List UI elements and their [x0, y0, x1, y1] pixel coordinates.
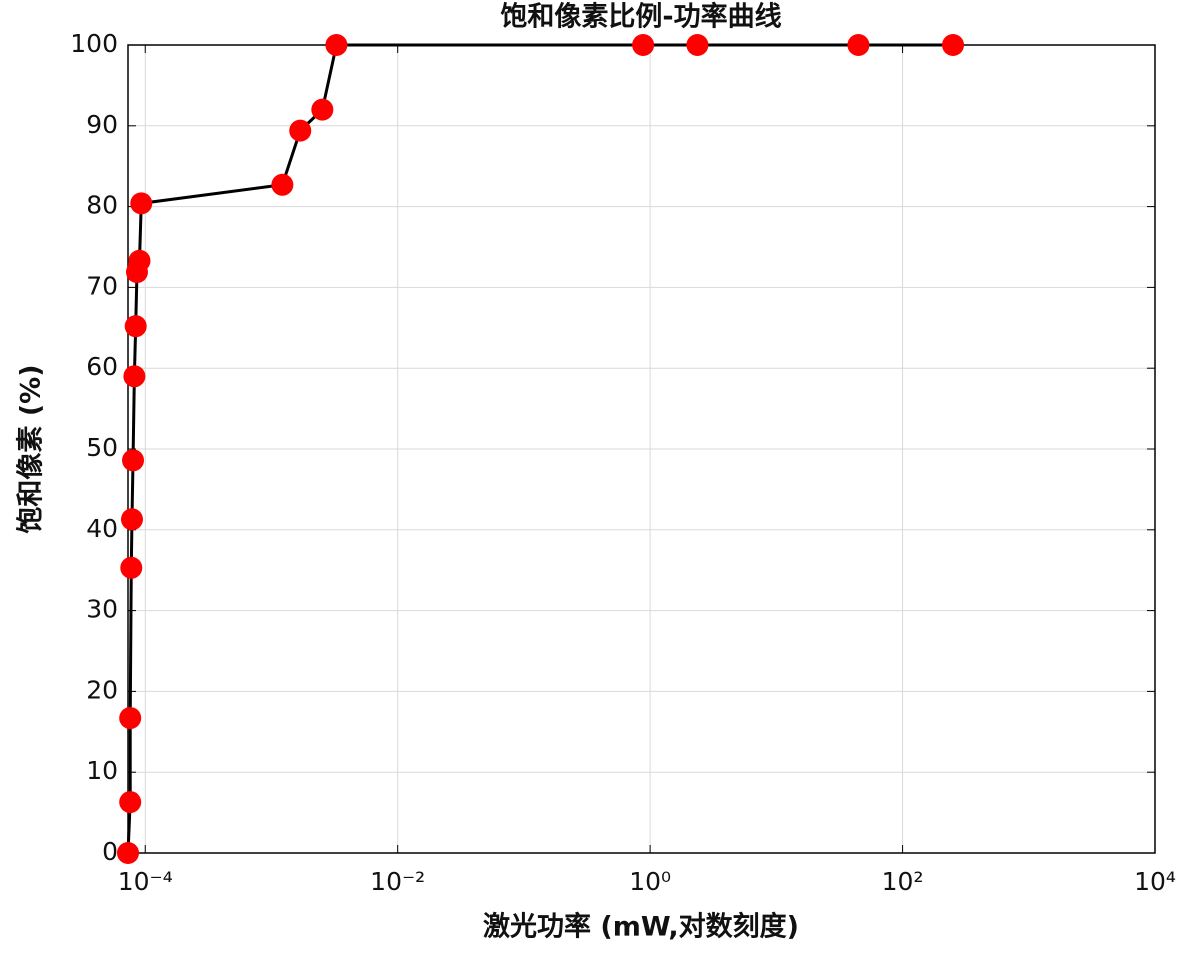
data-point — [311, 98, 334, 121]
y-axis-label: 饱和像素 (%) — [16, 364, 47, 533]
data-point — [325, 34, 348, 56]
data-point — [123, 365, 146, 388]
data-point — [686, 34, 709, 56]
data-point — [119, 791, 142, 814]
x-tick-label: 10⁻⁴ — [118, 867, 173, 896]
y-tick-label: 80 — [86, 191, 118, 220]
y-tick-label: 90 — [86, 110, 118, 139]
data-point — [271, 173, 294, 196]
y-tick-label: 20 — [86, 675, 118, 704]
y-tick-label: 40 — [86, 514, 118, 543]
y-tick-label: 10 — [86, 756, 118, 785]
data-point — [120, 508, 143, 531]
y-tick-label: 60 — [86, 352, 118, 381]
data-point — [130, 192, 153, 215]
data-point — [117, 842, 139, 864]
x-axis-label: 激光功率 (mW,对数刻度) — [483, 911, 799, 943]
data-point — [942, 34, 965, 56]
data-point — [847, 34, 870, 56]
data-point — [122, 449, 145, 472]
data-point — [119, 707, 142, 730]
x-tick-label: 10² — [882, 867, 924, 896]
data-point — [128, 249, 151, 272]
y-tick-label: 30 — [86, 595, 118, 624]
y-tick-label: 0 — [102, 837, 118, 866]
x-tick-label: 10⁴ — [1134, 867, 1176, 896]
data-point — [124, 315, 147, 338]
x-tick-label: 10⁰ — [629, 867, 671, 896]
y-tick-label: 100 — [70, 29, 118, 58]
y-tick-label: 70 — [86, 271, 118, 300]
data-point — [120, 556, 143, 579]
x-tick-label: 10⁻² — [370, 867, 425, 896]
data-point — [289, 119, 312, 142]
chart-title: 饱和像素比例-功率曲线 — [500, 1, 781, 33]
y-tick-label: 50 — [86, 433, 118, 462]
data-point — [632, 34, 655, 56]
